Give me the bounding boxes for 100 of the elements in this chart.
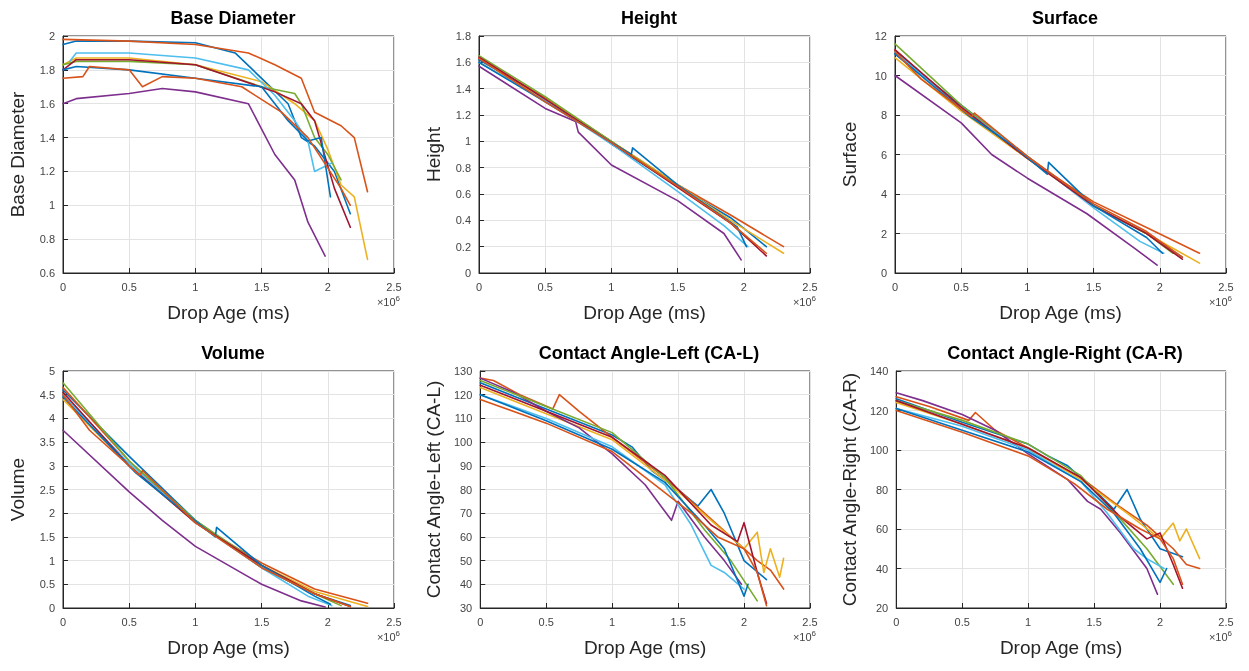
y-tick-label: 4: [48, 412, 55, 425]
x-axis-title: Drop Age (ms): [583, 302, 706, 323]
y-tick-label: 30: [460, 602, 473, 614]
y-tick-label: 0.4: [455, 214, 471, 227]
y-tick-label: 70: [460, 507, 473, 520]
y-tick-label: 1.6: [455, 56, 471, 69]
y-tick-label: 0.8: [39, 233, 55, 246]
y-tick-label: 0.6: [455, 188, 471, 200]
y-tick-label: 2: [48, 30, 55, 42]
y-axis-title: Surface: [839, 121, 860, 188]
y-tick-label: 1: [48, 554, 55, 567]
y-tick-label: 90: [460, 459, 473, 472]
y-tick-label: 80: [876, 483, 889, 496]
y-tick-label: 3: [48, 459, 55, 472]
x-tick-label: 1.5: [670, 615, 686, 628]
y-tick-label: 2: [48, 507, 55, 520]
y-tick-label: 20: [876, 602, 889, 614]
x-tick-label: 2: [740, 615, 748, 628]
chart-title: Volume: [201, 343, 265, 363]
x-tick-label: 1.5: [669, 280, 686, 293]
x-tick-label: 2: [740, 280, 747, 293]
y-axis-title: Contact Angle-Left (CA-L): [423, 380, 444, 599]
x-tick-label: 1.5: [253, 615, 270, 628]
x-tick-label: 0.5: [537, 280, 553, 293]
chart-title: Contact Angle-Left (CA-L): [538, 343, 760, 363]
y-tick-label: 6: [880, 148, 887, 161]
chart-title: Height: [621, 8, 677, 28]
y-tick-label: 1.2: [39, 165, 55, 178]
y-tick-label: 1.2: [455, 109, 471, 121]
chart-title: Surface: [1031, 8, 1099, 28]
x-tick-label: 2.5: [386, 615, 402, 628]
y-tick-label: 0: [880, 267, 887, 279]
y-axis-title: Volume: [7, 457, 28, 522]
y-tick-label: 0.8: [455, 161, 471, 174]
x-tick-label: 0: [59, 615, 67, 628]
y-tick-label: 4.5: [39, 388, 55, 401]
x-tick-label: 0.5: [538, 615, 554, 628]
x-tick-label: 0: [477, 615, 484, 628]
y-tick-label: 1.8: [39, 63, 55, 76]
y-tick-label: 0.6: [39, 267, 55, 279]
y-tick-label: 1: [48, 199, 55, 212]
y-tick-label: 1.8: [455, 30, 471, 42]
x-tick-label: 0.5: [954, 615, 970, 628]
y-axis-title: Height: [423, 126, 444, 182]
y-tick-label: 80: [460, 483, 473, 496]
y-tick-label: 4: [880, 188, 887, 200]
x-tick-label: 0: [891, 280, 899, 293]
y-axis-title: Base Diameter: [7, 91, 28, 218]
x-axis-title: Drop Age (ms): [167, 302, 290, 323]
x-tick-label: 1: [192, 280, 199, 293]
y-tick-label: 100: [453, 436, 473, 449]
y-tick-label: 60: [460, 530, 473, 543]
x-tick-label: 0.5: [121, 280, 137, 293]
x-axis-title: Drop Age (ms): [999, 637, 1123, 658]
x-tick-label: 1: [609, 615, 616, 628]
y-axis-title: Contact Angle-Right (CA-R): [839, 372, 860, 607]
x-tick-label: 0: [475, 280, 483, 293]
x-tick-label: 2: [1156, 615, 1164, 628]
y-tick-label: 50: [460, 554, 473, 567]
y-tick-label: 120: [453, 388, 473, 401]
x-tick-label: 2.5: [802, 615, 818, 628]
y-tick-label: 0.5: [39, 578, 55, 591]
x-tick-label: 1.5: [1086, 615, 1102, 628]
x-tick-label: 0.5: [953, 280, 969, 293]
y-tick-label: 2.5: [39, 483, 55, 496]
y-tick-label: 5: [48, 365, 55, 377]
y-tick-label: 0.2: [455, 240, 471, 253]
x-tick-label: 2: [1156, 280, 1163, 293]
x-tick-label: 2.5: [386, 280, 402, 293]
x-tick-label: 1: [1025, 615, 1032, 628]
y-tick-label: 1.5: [39, 530, 55, 543]
y-tick-label: 120: [869, 404, 889, 417]
x-tick-label: 2: [324, 615, 331, 628]
y-tick-label: 12: [874, 30, 887, 42]
y-tick-label: 10: [874, 69, 887, 82]
y-tick-label: 1: [464, 135, 471, 148]
x-axis-title: Drop Age (ms): [999, 302, 1122, 323]
y-tick-label: 3.5: [39, 436, 55, 449]
chart-title: Contact Angle-Right (CA-R): [947, 343, 1183, 363]
chart-title: Base Diameter: [170, 8, 296, 28]
x-tick-label: 2.5: [802, 280, 818, 293]
y-tick-label: 0: [48, 602, 55, 614]
x-tick-label: 2: [324, 280, 331, 293]
x-tick-label: 2.5: [1218, 615, 1234, 628]
y-tick-label: 110: [454, 412, 473, 425]
y-tick-label: 100: [869, 444, 889, 456]
x-tick-label: 0: [893, 615, 900, 628]
y-tick-label: 1.6: [39, 97, 55, 110]
x-tick-label: 1.5: [1085, 280, 1102, 293]
x-axis-title: Drop Age (ms): [167, 637, 290, 658]
y-tick-label: 130: [453, 365, 473, 377]
x-tick-label: 0: [59, 280, 67, 293]
y-tick-label: 1.4: [39, 131, 55, 144]
y-tick-label: 0: [464, 267, 471, 279]
y-tick-label: 2: [880, 227, 887, 240]
y-tick-label: 8: [880, 109, 887, 121]
y-tick-label: 1.4: [455, 82, 471, 95]
y-tick-label: 40: [460, 578, 473, 591]
x-tick-label: 0.5: [121, 615, 137, 628]
x-axis-title: Drop Age (ms): [583, 637, 707, 658]
